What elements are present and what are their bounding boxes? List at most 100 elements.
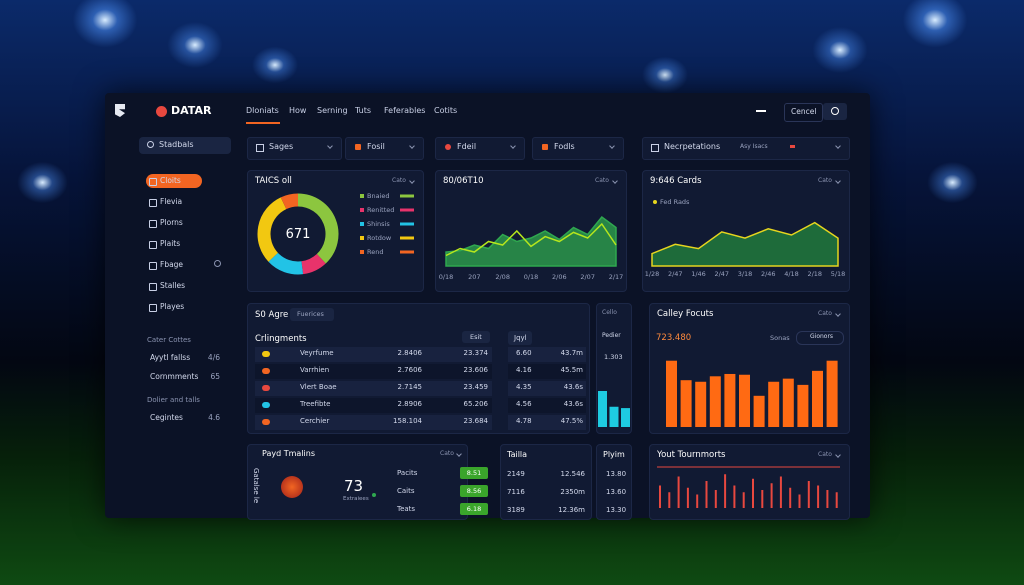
bar [724,474,727,508]
filter-box[interactable] [532,137,624,160]
bar [817,485,820,508]
cell: 65.206 [463,400,489,408]
card-title: 9:646 Cards [650,176,702,186]
button-label[interactable]: Esit [470,333,482,341]
nav-item[interactable]: Feferables [384,106,426,115]
bar [826,490,829,508]
cell: 43.6s [563,400,583,408]
nav-item[interactable]: Dloniats [246,106,279,115]
filter-label[interactable]: Fosil [367,142,385,151]
section-item[interactable]: Cornmments [150,372,199,381]
bar [768,381,780,427]
row-icon [262,368,270,374]
cell: 4.35 [516,383,532,391]
search-text[interactable]: Stadbals [159,140,194,149]
menu-item[interactable]: Cloits [160,176,181,185]
cell: 23.606 [463,366,489,374]
nav-item[interactable]: How [289,106,307,115]
bar [724,373,736,427]
table-row [508,381,586,396]
menu-item[interactable]: Fbage [160,260,184,269]
card-action[interactable]: Cello [602,309,617,316]
card-title: Tailla [507,450,528,459]
stadium-light [900,0,970,50]
menu-item[interactable]: Plaits [160,239,181,248]
x-tick-label: 207 [468,273,480,281]
bar [609,406,619,427]
filter-label[interactable]: Fodls [554,142,575,151]
table-row [255,347,492,362]
menu-item[interactable]: Flevia [160,197,183,206]
menu-item[interactable]: Playes [160,302,185,311]
card-action[interactable]: Cato [818,177,832,184]
value-pill [460,485,488,497]
filter-box[interactable] [345,137,424,160]
legend-swatch [360,208,364,212]
x-tick-label: 4/18 [784,270,799,278]
cell: 158.104 [393,417,422,425]
cell: 23.459 [463,383,489,391]
menu-icon [149,220,157,228]
x-tick-label: 2/17 [609,273,624,281]
cell: 7116 [507,488,525,496]
nav-item[interactable]: Serning [317,106,348,115]
cancel-button[interactable] [784,103,823,122]
card-action[interactable]: Cato [818,451,832,458]
section-item[interactable]: Ayytl fallss [150,353,191,362]
card-action[interactable]: Cato [440,450,454,457]
nav-item[interactable]: Tuts [355,106,372,115]
table-row [508,415,586,430]
filter-label[interactable]: Sages [269,142,294,151]
tab-label[interactable]: Fuerices [297,310,324,318]
cell: 2149 [507,470,525,478]
section-item[interactable]: Cegintes [150,413,183,422]
bar [761,490,764,508]
cancel-label[interactable]: Cencel [791,107,817,116]
menu-icon [149,304,157,312]
button[interactable] [462,331,490,343]
filter-box[interactable] [435,137,525,160]
stadium-light [810,25,870,75]
filter-icon [651,144,659,152]
bar [807,481,810,508]
button-label[interactable]: Gionors [810,333,834,340]
tab[interactable] [290,308,334,321]
legend-label: Shinsis [367,220,390,228]
bar [733,485,736,508]
row-icon [262,419,270,425]
button[interactable] [796,331,844,345]
menu-icon [149,178,157,186]
bar [797,384,809,427]
row-value: 6.18 [466,505,482,513]
menu-icon [149,283,157,291]
legend-swatch [360,250,364,254]
filter-label[interactable]: Necrpetations [664,142,721,151]
cell: Vlert Boae [300,383,337,391]
card-action[interactable]: Cato [595,177,609,184]
cell: 4.16 [516,366,532,374]
card-action[interactable]: Cato [818,310,832,317]
menu-item[interactable]: Plorns [160,218,183,227]
menu-item[interactable]: Stalles [160,281,185,290]
active-pill [146,174,202,188]
filter-box[interactable] [642,137,850,160]
bar [621,408,630,427]
legend-swatch [360,194,364,198]
bar [826,360,838,427]
stadium-light [640,55,690,95]
section-title: Dolier and talls [147,396,200,404]
legend-label: Rend [367,248,383,256]
table-row [255,364,492,379]
nav-item[interactable]: Cotits [434,106,458,115]
cell: 3189 [507,506,525,514]
legend-bar [400,222,414,226]
table-row [508,364,586,379]
filter-box[interactable] [247,137,342,160]
bar [659,485,661,508]
card-action[interactable]: Cato [392,177,406,184]
filter-label[interactable]: Fdeil [457,142,477,151]
bar [686,487,689,508]
legend-label: Sonas [770,334,790,342]
legend-label: Fed Rads [660,198,690,206]
search-box[interactable] [139,137,231,154]
